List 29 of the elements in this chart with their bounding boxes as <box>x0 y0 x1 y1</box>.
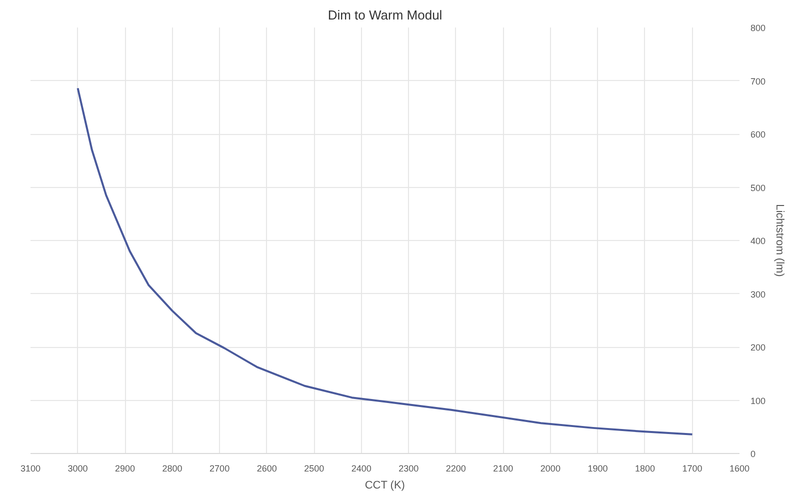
x-tick-label: 2600 <box>256 464 277 474</box>
x-tick-label: 1900 <box>588 464 608 474</box>
y-tick-label: 500 <box>750 182 766 193</box>
y-axis-title: Lichtstrom (lm) <box>774 204 786 277</box>
x-tick-label: 2900 <box>115 464 136 474</box>
y-tick-label: 600 <box>750 130 766 140</box>
x-tick-label: 3000 <box>68 464 88 474</box>
y-tick-label: 800 <box>750 23 766 33</box>
x-tick-label: 2700 <box>210 464 230 474</box>
y-tick-label: 700 <box>750 76 766 86</box>
x-tick-label: 2400 <box>351 464 372 474</box>
x-tick-label: 2000 <box>540 464 560 474</box>
y-tick-label: 300 <box>750 289 766 300</box>
x-tick-label: 2100 <box>493 464 514 474</box>
x-tick-label: 2200 <box>446 464 466 474</box>
x-tick-label: 1700 <box>682 464 702 474</box>
x-tick-label: 3100 <box>20 464 41 474</box>
y-tick-label: 100 <box>750 396 766 406</box>
y-tick-label: 400 <box>750 236 766 246</box>
x-tick-label: 1800 <box>634 464 655 474</box>
x-tick-label: 2800 <box>162 464 182 474</box>
line-series <box>76 87 694 436</box>
x-tick-label: 1600 <box>729 464 750 474</box>
y-tick-label: 200 <box>750 342 766 352</box>
x-tick-label: 2500 <box>304 464 324 474</box>
chart-title: Dim to Warm Modul <box>328 8 442 22</box>
y-tick-label: 0 <box>750 449 756 459</box>
x-axis-title: CCT (K) <box>364 480 405 492</box>
x-tick-label: 2300 <box>398 464 419 474</box>
